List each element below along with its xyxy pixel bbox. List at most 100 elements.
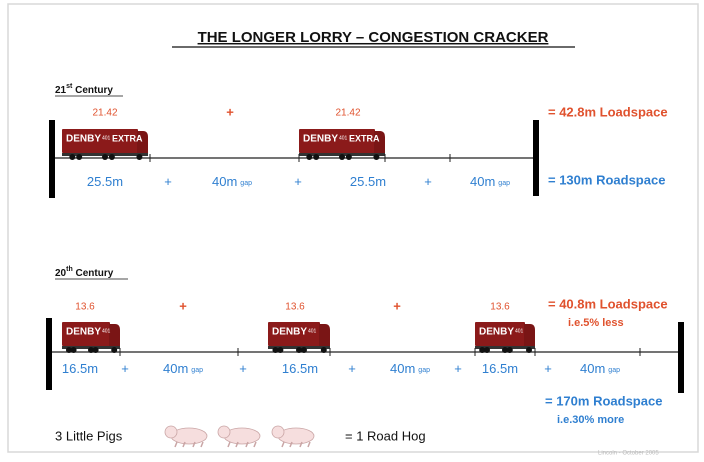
loadspace-note: i.e.5% less [568,317,624,329]
truck-number: 401 [102,135,111,141]
segment-label: 40m gap [580,361,620,376]
plus-sign: + [393,298,401,313]
loadspace: = 40.8m Loadspace [548,296,668,311]
pig-leg [182,441,186,448]
segment-length: 16.5m [62,361,98,376]
plus-sign: + [226,104,234,119]
pig-icon [217,425,261,448]
segment-length: 40m [470,174,495,189]
wheel [345,154,352,160]
truck: DENBY 401 EXTRA [299,129,385,160]
segment-label: + [121,361,129,376]
segment-length: 40m [580,361,605,376]
truck-body [268,322,320,346]
pig-icon [164,425,208,448]
segment-label: 25.5m [87,174,123,189]
wheel [320,347,327,353]
footer-left: 3 Little Pigs [55,428,123,443]
segment-note: gap [240,180,252,187]
truck-extra: EXTRA [112,133,143,143]
pig-head [271,425,285,439]
wheel [373,154,380,160]
wheel [506,347,513,353]
heading-number: 21 [55,85,67,96]
slide-frame [7,3,699,453]
heading-text: Century [73,268,114,279]
wheel [339,154,345,160]
heading-sup: th [66,266,73,273]
segment-label: 16.5m [482,361,518,376]
wheel [300,347,307,353]
truck-number: 401 [339,135,348,141]
segment-label: 25.5m [350,174,386,189]
credit: Lincoln - October 2005 [598,451,659,457]
segment-length: + [294,174,302,189]
load-length: 13.6 [75,302,95,313]
segment-length: 40m [390,361,415,376]
pig-head [217,425,231,439]
wheel [102,154,108,160]
truck: DENBY 401 [475,322,535,353]
wheel [136,154,143,160]
segment-length: + [454,361,462,376]
truck-brand: DENBY [66,327,101,338]
truck-body [299,129,375,153]
roadspace-note: i.e.30% more [557,414,624,426]
truck-body [62,322,110,346]
title: THE LONGER LORRY – CONGESTION CRACKER [198,29,549,46]
load-length: 21.42 [335,108,360,119]
pig-leg [200,441,204,448]
pig-leg [281,441,285,448]
wheel [313,154,320,160]
load-length: 13.6 [490,302,510,313]
end-bar [46,318,52,390]
segment-label: + [164,174,172,189]
wheel [65,347,72,353]
segment-label: 40m gap [212,174,252,189]
wheel [526,347,532,353]
segment-length: + [239,361,247,376]
wheel [502,347,508,353]
segment-note: gap [191,367,203,374]
truck-cab [524,324,535,346]
segment-label: + [424,174,432,189]
truck-body [475,322,525,346]
truck-brand: DENBY [272,327,307,338]
wheel [69,154,76,160]
pig-icon [271,425,315,448]
pig-leg [192,441,196,448]
segment-length: + [424,174,432,189]
segment-note: gap [498,180,510,187]
truck-extra: EXTRA [349,133,380,143]
wheel [70,347,77,353]
pig-leg [235,441,239,448]
wheel [108,154,115,160]
loadspace: = 42.8m Loadspace [548,104,668,119]
truck-number: 401 [102,328,111,334]
truck-cab [137,131,148,153]
section-heading: 21st Century [55,83,113,96]
segment-length: 40m [212,174,237,189]
pig-leg [174,441,178,448]
truck-cab [374,131,385,153]
truck-body [62,129,138,153]
wheel [92,347,99,353]
segment-length: 16.5m [282,361,318,376]
wheel [272,347,279,353]
heading-text: Century [72,85,113,96]
pig-leg [245,441,249,448]
segment-label: 40m gap [470,174,510,189]
truck-number: 401 [308,328,317,334]
truck: DENBY 401 [268,322,330,353]
pig-leg [299,441,303,448]
pig-leg [227,441,231,448]
segment-length: 25.5m [87,174,123,189]
end-bar [533,120,539,196]
segment-label: + [454,361,462,376]
wheel [479,347,486,353]
wheel [296,347,302,353]
pig-leg [307,441,311,448]
load-length: 21.42 [92,108,117,119]
heading-sup: st [66,83,73,90]
pig-leg [289,441,293,448]
